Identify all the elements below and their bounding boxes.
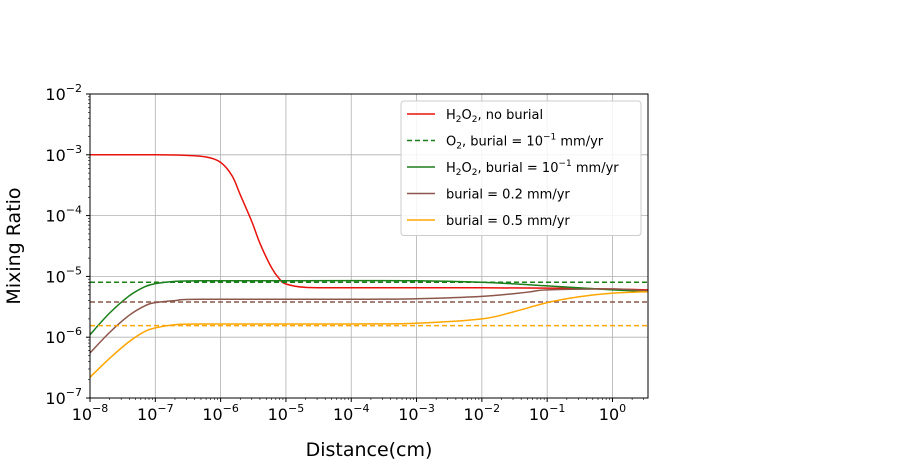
axis-ticks: 10−8 10−7 10−6 10−5 10−4 10−3 10−2 10−1 10010−71… — [45, 82, 644, 424]
y-tick-label: 10−6 — [45, 325, 82, 347]
series-line-burial-05 — [90, 290, 648, 378]
legend-label-burial-05: burial = 0.5 mm/yr — [446, 214, 570, 229]
legend-label-h2o2-no-burial: H2​O2​, no burial — [446, 108, 543, 125]
series-line-h2o2-no-burial — [90, 154, 648, 291]
plot-series — [90, 154, 648, 378]
y-tick-label: 10−4 — [45, 204, 82, 226]
series-line-h2o2-burial-01 — [90, 279, 648, 336]
x-tick-label: 10−8 — [72, 402, 109, 424]
x-tick-label: 10−1 — [529, 402, 566, 424]
plot-frame — [89, 93, 649, 399]
legend-box — [400, 100, 642, 236]
y-tick-label: 10−3 — [45, 143, 82, 165]
y-tick-label: 10−2 — [45, 82, 82, 104]
x-tick-label: 10−6 — [202, 402, 239, 424]
x-tick-label: 100 — [599, 402, 626, 424]
x-tick-label: 10−2 — [464, 402, 501, 424]
y-axis-title: Mixing Ratio — [3, 187, 25, 304]
x-tick-label: 10−7 — [137, 402, 174, 424]
x-tick-label: 10−5 — [268, 402, 305, 424]
x-tick-label: 10−3 — [398, 402, 435, 424]
x-axis-title: Distance(cm) — [306, 439, 433, 461]
legend: H2​O2​, no burial O2​, burial = 10−1​ mm/… — [400, 100, 642, 236]
legend-label-h2o2-burial-01: H2​O2​, burial = 10−1​ mm/yr — [446, 159, 619, 178]
series-line-burial-02 — [90, 288, 648, 354]
legend-label-o2-burial-dashed: O2​, burial = 10−1​ mm/yr — [446, 133, 604, 152]
x-tick-label: 10−4 — [333, 402, 370, 424]
y-tick-label: 10−5 — [45, 264, 82, 286]
legend-label-burial-02: burial = 0.2 mm/yr — [446, 188, 570, 203]
y-tick-label: 10−7 — [45, 386, 82, 408]
